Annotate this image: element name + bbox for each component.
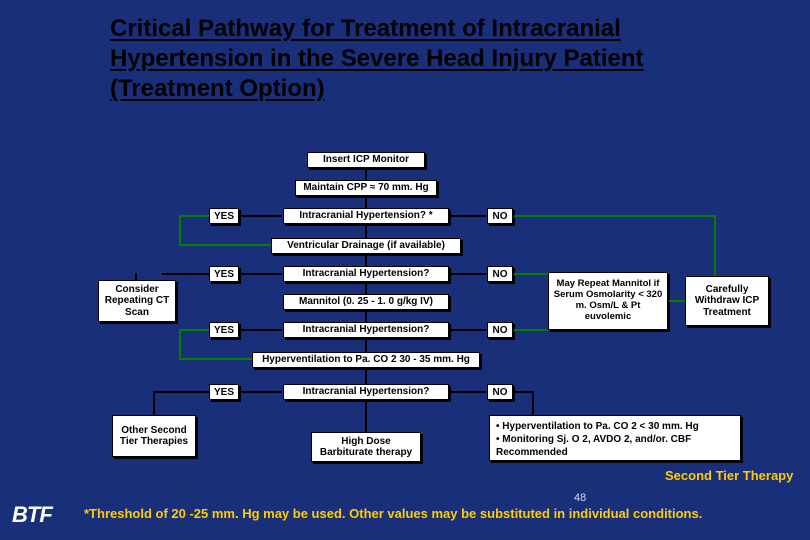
connector: [450, 273, 486, 275]
green-loop: [179, 215, 209, 217]
no-3: NO: [487, 322, 513, 338]
green-loop: [669, 300, 685, 302]
no-2: NO: [487, 266, 513, 282]
box-second-tier-bullets: Hyperventilation to Pa. CO 2 < 30 mm. Hg…: [489, 415, 741, 461]
connector: [365, 340, 367, 352]
connector: [450, 329, 486, 331]
connector: [240, 391, 282, 393]
step-mannitol: Mannitol (0. 25 - 1. 0 g/kg IV): [283, 294, 449, 310]
green-loop: [714, 215, 716, 276]
connector: [365, 256, 367, 266]
green-loop: [179, 329, 181, 360]
yes-2: YES: [209, 266, 239, 282]
connector: [240, 329, 282, 331]
green-loop: [179, 329, 209, 331]
connector: [365, 370, 367, 384]
green-loop: [514, 273, 548, 275]
box-other-second-tier: Other Second Tier Therapies: [112, 415, 196, 457]
step-barbiturate: High Dose Barbiturate therapy: [311, 432, 421, 462]
no-4: NO: [487, 384, 513, 400]
step-ventricular-drainage: Ventricular Drainage (if available): [271, 238, 461, 254]
connector: [365, 198, 367, 208]
green-loop: [179, 244, 271, 246]
step-maintain-cpp: Maintain CPP ≈ 70 mm. Hg: [295, 180, 437, 196]
step-hyperventilation: Hyperventilation to Pa. CO 2 30 - 35 mm.…: [252, 352, 480, 368]
yes-1: YES: [209, 208, 239, 224]
connector: [365, 226, 367, 238]
step-insert-icp: Insert ICP Monitor: [307, 152, 425, 168]
connector: [240, 215, 282, 217]
connector: [365, 312, 367, 322]
connector: [365, 284, 367, 294]
connector: [365, 402, 367, 432]
no-1: NO: [487, 208, 513, 224]
connector: [240, 273, 282, 275]
yes-3: YES: [209, 322, 239, 338]
green-loop: [179, 358, 252, 360]
green-loop: [514, 329, 548, 331]
connector: [153, 391, 209, 393]
q-ich-4: Intracranial Hypertension?: [283, 384, 449, 400]
label-second-tier: Second Tier Therapy: [665, 468, 793, 483]
box-may-repeat-mannitol: May Repeat Mannitol if Serum Osmolarity …: [548, 272, 668, 330]
connector: [135, 273, 137, 281]
logo-btf: BTF: [12, 502, 52, 528]
q-ich-3: Intracranial Hypertension?: [283, 322, 449, 338]
green-loop: [514, 215, 714, 217]
connector: [532, 391, 534, 415]
connector: [365, 170, 367, 180]
q-ich-2: Intracranial Hypertension?: [283, 266, 449, 282]
connector: [450, 215, 486, 217]
green-loop: [179, 215, 181, 246]
footnote: *Threshold of 20 -25 mm. Hg may be used.…: [84, 506, 784, 521]
box-consider-ct: Consider Repeating CT Scan: [98, 280, 176, 322]
bullet-1: Hyperventilation to Pa. CO 2 < 30 mm. Hg: [496, 420, 734, 433]
bullet-2: Monitoring Sj. O 2, AVDO 2, and/or. CBF …: [496, 433, 734, 459]
connector: [514, 391, 534, 393]
connector: [162, 273, 209, 275]
connector: [450, 391, 486, 393]
page-number: 48: [574, 492, 586, 504]
page-title: Critical Pathway for Treatment of Intrac…: [110, 14, 710, 104]
box-carefully-withdraw: Carefully Withdraw ICP Treatment: [685, 276, 769, 326]
connector: [153, 391, 155, 415]
q-ich-1: Intracranial Hypertension? *: [283, 208, 449, 224]
yes-4: YES: [209, 384, 239, 400]
